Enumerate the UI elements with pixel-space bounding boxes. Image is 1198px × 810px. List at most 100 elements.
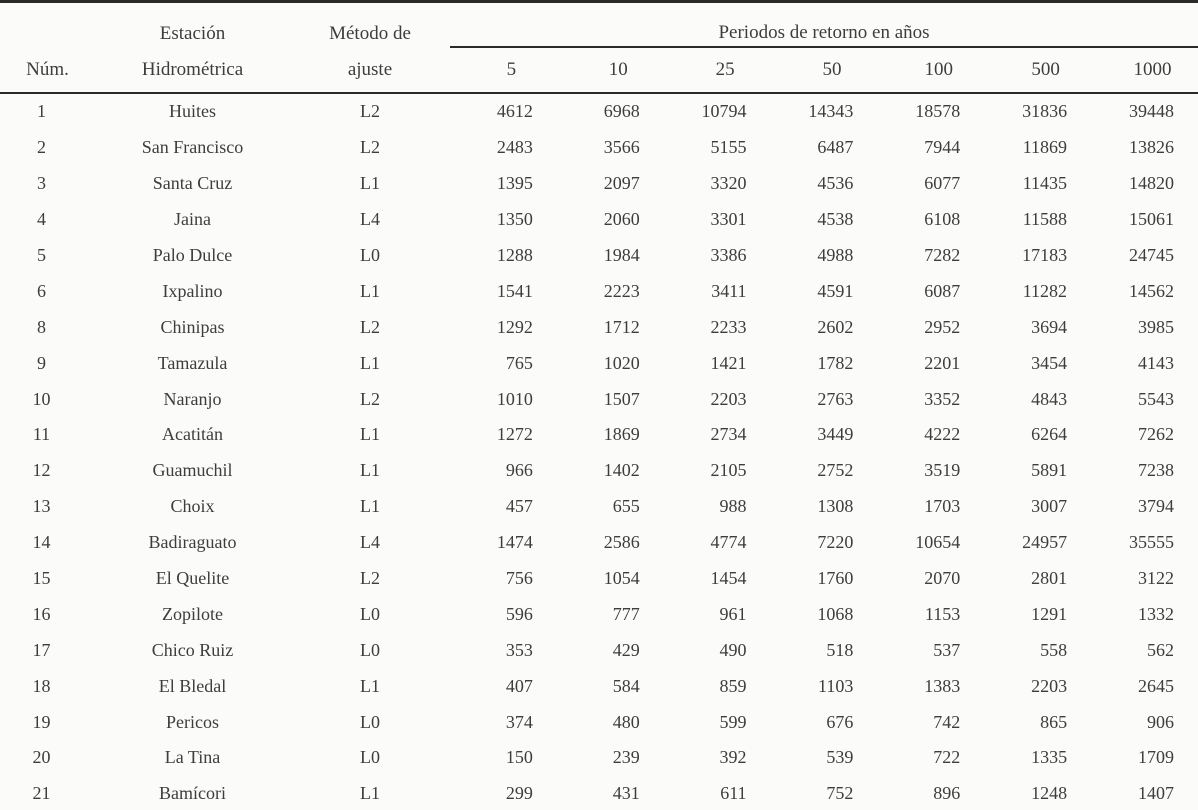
cell-method: L2 — [360, 137, 380, 158]
table-row: 9 Tamazula L1 765 1020 1421 1782 2201 3454 4143 — [0, 345, 1198, 381]
cell-method: L1 — [360, 280, 380, 301]
cell-num: 3 — [37, 173, 46, 194]
cell-value: 4591 — [817, 280, 854, 301]
cell-num: 18 — [32, 675, 51, 696]
cell-num: 19 — [32, 711, 51, 732]
cell-value: 3122 — [1138, 568, 1174, 589]
cell-value: 11282 — [1022, 280, 1068, 301]
cell-value: 2223 — [603, 280, 640, 301]
cell-value: 1288 — [496, 245, 533, 265]
cell-value: 1541 — [496, 280, 533, 301]
cell-value: 1454 — [710, 568, 747, 589]
cell-value: 1272 — [496, 424, 533, 445]
cell-value: 1712 — [603, 316, 640, 337]
cell-station: Chico Ruiz — [151, 639, 234, 660]
cell-value: 429 — [612, 639, 640, 660]
cell-station: Huites — [169, 101, 216, 122]
cell-method: L4 — [360, 532, 380, 553]
table-row: 10 Naranjo L2 1010 1507 2203 2763 3352 4843 5543 — [0, 381, 1198, 417]
cell-value: 6264 — [1031, 424, 1068, 445]
cell-value: 1292 — [496, 316, 533, 337]
cell-value: 14820 — [1129, 173, 1174, 194]
header-num-spacer — [0, 2, 95, 48]
cell-station: Chinipas — [160, 316, 225, 337]
cell-value: 4612 — [496, 101, 533, 122]
cell-value: 7262 — [1138, 424, 1174, 445]
cell-value: 562 — [1147, 639, 1174, 660]
cell-method: L2 — [360, 568, 380, 589]
cell-method: L2 — [360, 101, 380, 122]
cell-value: 1507 — [603, 388, 640, 409]
cell-value: 1984 — [603, 245, 640, 265]
cell-value: 1402 — [603, 460, 640, 481]
cell-station: Pericos — [166, 711, 219, 732]
table-row: 6 Ixpalino L1 1541 2223 3411 4591 6087 11282 1456… — [0, 273, 1198, 309]
cell-value: 2203 — [1031, 675, 1068, 696]
cell-value: 742 — [933, 711, 961, 732]
cell-value: 1474 — [496, 532, 533, 553]
cell-value: 1103 — [818, 675, 854, 696]
cell-num: 6 — [37, 280, 46, 301]
cell-value: 676 — [826, 711, 854, 732]
cell-station: La Tina — [164, 747, 221, 768]
cell-value: 2801 — [1031, 568, 1068, 589]
cell-value: 966 — [505, 460, 533, 481]
cell-value: 15061 — [1129, 209, 1174, 230]
cell-station: Jaina — [174, 209, 211, 230]
cell-station: Badiraguato — [148, 532, 237, 553]
table-row: 20 La Tina L0 150 239 392 539 722 1335 1709 — [0, 740, 1198, 776]
cell-num: 16 — [32, 603, 51, 624]
cell-method: L1 — [360, 173, 380, 194]
cell-num: 8 — [37, 316, 46, 337]
header-row-1: Estación Método de Periodos de retorno e… — [0, 1, 1198, 48]
cell-station: Palo Dulce — [152, 245, 233, 265]
cell-value: 859 — [719, 675, 747, 696]
cell-value: 490 — [719, 639, 747, 660]
cell-value: 1421 — [710, 352, 747, 373]
cell-station: San Francisco — [141, 137, 244, 158]
cell-method: L1 — [360, 783, 380, 804]
cell-value: 2203 — [710, 388, 747, 409]
cell-method: L0 — [360, 603, 380, 624]
cell-value: 4143 — [1138, 352, 1174, 373]
cell-value: 4843 — [1031, 388, 1068, 409]
cell-station: Tamazula — [157, 352, 228, 373]
cell-value: 1291 — [1031, 603, 1068, 624]
cell-value: 3301 — [710, 209, 747, 230]
cell-value: 1010 — [496, 388, 533, 409]
cell-value: 1709 — [1138, 747, 1174, 768]
cell-value: 6087 — [924, 280, 961, 301]
header-num: Núm. — [0, 47, 95, 94]
cell-value: 6077 — [924, 173, 961, 194]
cell-value: 2060 — [603, 209, 640, 230]
cell-value: 4536 — [817, 173, 854, 194]
cell-value: 11435 — [1022, 173, 1068, 194]
cell-value: 596 — [505, 603, 533, 624]
cell-value: 756 — [505, 568, 533, 589]
table-row: 16 Zopilote L0 596 777 961 1068 1153 1291 1332 — [0, 596, 1198, 632]
cell-value: 24745 — [1129, 245, 1174, 265]
cell-value: 2602 — [817, 316, 854, 337]
table-row: 4 Jaina L4 1350 2060 3301 4538 6108 11588 15061 — [0, 202, 1198, 238]
cell-value: 5155 — [710, 137, 747, 158]
cell-value: 14562 — [1129, 280, 1174, 301]
cell-value: 17183 — [1022, 245, 1068, 265]
cell-value: 5543 — [1138, 388, 1174, 409]
cell-value: 6487 — [817, 137, 854, 158]
cell-value: 2752 — [817, 460, 854, 481]
cell-value: 1054 — [603, 568, 640, 589]
cell-num: 5 — [37, 245, 46, 265]
cell-value: 3794 — [1138, 496, 1174, 517]
table-row: 19 Pericos L0 374 480 599 676 742 865 906 — [0, 704, 1198, 740]
cell-num: 21 — [32, 783, 51, 804]
cell-value: 865 — [1040, 711, 1068, 732]
cell-value: 4538 — [817, 209, 854, 230]
header-period-5: 5 — [450, 47, 557, 94]
cell-num: 11 — [32, 424, 51, 445]
cell-method: L0 — [360, 711, 380, 732]
cell-value: 2233 — [710, 316, 747, 337]
cell-method: L0 — [360, 245, 380, 265]
cell-method: L2 — [360, 316, 380, 337]
